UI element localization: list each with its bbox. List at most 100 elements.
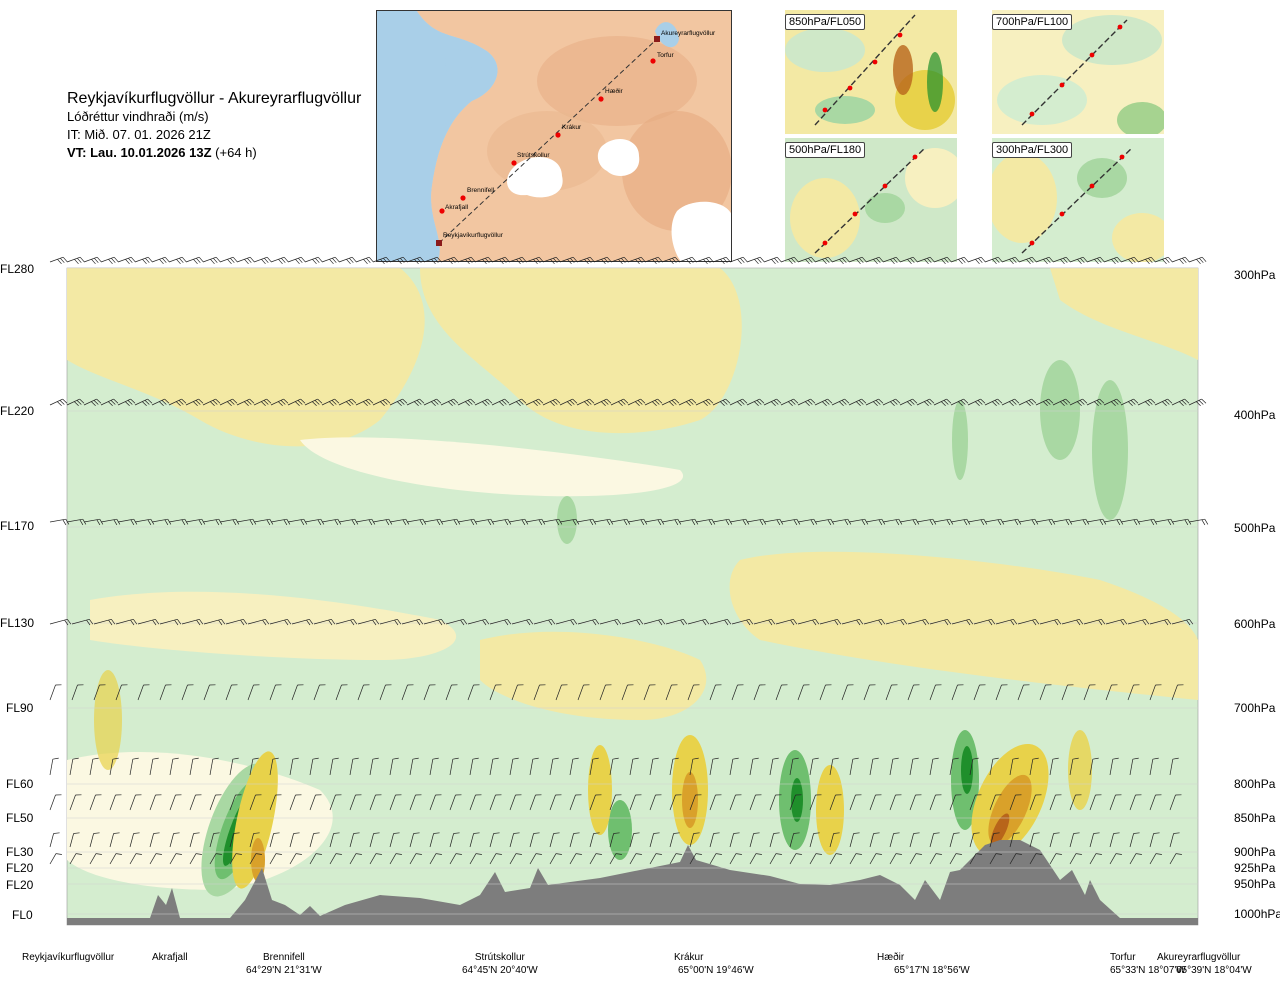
wind-barb xyxy=(491,398,510,407)
wind-barb xyxy=(49,398,68,407)
wind-barb xyxy=(209,853,222,865)
wind-barb xyxy=(746,398,765,407)
thumbnail-500[interactable]: 500hPa/FL180 xyxy=(785,138,957,262)
thumbnail-850[interactable]: 850hPa/FL050 xyxy=(785,10,957,134)
wind-barb xyxy=(559,256,578,265)
wind-barb xyxy=(1089,794,1102,811)
wind-barb xyxy=(916,398,935,407)
fl-label: FL60 xyxy=(6,777,34,791)
wind-barb xyxy=(709,794,722,811)
wind-barb xyxy=(1109,832,1120,848)
wind-barb xyxy=(129,832,140,848)
wind-barb xyxy=(849,757,859,776)
wind-barb xyxy=(1109,757,1119,776)
wind-barb xyxy=(569,853,582,865)
wind-barb xyxy=(229,794,242,811)
wind-barb xyxy=(1069,832,1080,848)
thumbnail-300[interactable]: 300hPa/FL300 xyxy=(992,138,1164,262)
wind-barb xyxy=(1029,832,1040,848)
wind-barb xyxy=(969,853,982,865)
wind-barb xyxy=(797,256,816,265)
wind-barb xyxy=(687,684,700,701)
wind-barb xyxy=(117,256,136,265)
wind-barb xyxy=(907,618,930,626)
wind-barb xyxy=(689,832,700,848)
hpa-label: 500hPa xyxy=(1234,521,1276,535)
wind-barb xyxy=(967,398,986,407)
wind-barb xyxy=(589,832,600,848)
wind-barb xyxy=(508,256,527,265)
wind-barb xyxy=(969,832,980,848)
wind-barb xyxy=(951,618,974,626)
wind-barb xyxy=(649,853,662,865)
wind-barb xyxy=(1169,757,1179,776)
wind-barb xyxy=(117,398,136,407)
wind-barb xyxy=(1069,794,1082,811)
wind-barb xyxy=(1149,684,1162,701)
wind-barb xyxy=(525,256,544,265)
wind-barb xyxy=(49,853,62,865)
map-label-haedir: Hæðir xyxy=(605,87,624,95)
field-upper-mid-down xyxy=(420,268,742,434)
wind-barb xyxy=(109,853,122,865)
wind-barb xyxy=(869,794,882,811)
issue-time: IT: Mið. 07. 01. 2026 21Z xyxy=(67,127,211,142)
wind-barb xyxy=(989,757,999,776)
wind-barb xyxy=(949,757,959,776)
wind-barb xyxy=(549,757,559,776)
wind-barb xyxy=(669,832,680,848)
fl-label: FL0 xyxy=(12,908,33,922)
wind-barb xyxy=(1154,398,1173,407)
wind-barb xyxy=(643,684,656,701)
wind-barb xyxy=(1149,832,1160,848)
wind-barb xyxy=(467,684,480,701)
wind-barb xyxy=(355,398,374,407)
wind-barb xyxy=(185,256,204,265)
station-coord: 64°29'N 21°31'W xyxy=(246,965,322,976)
wind-barb xyxy=(689,757,699,776)
wind-barb xyxy=(819,684,832,701)
wind-barb xyxy=(389,256,408,265)
wind-barb xyxy=(1069,853,1082,865)
wind-barb xyxy=(1129,794,1142,811)
wind-barb xyxy=(949,794,962,811)
wind-barb xyxy=(661,398,680,407)
fl-label: FL50 xyxy=(6,811,34,825)
wind-barb xyxy=(203,684,216,701)
wind-barb xyxy=(309,853,322,865)
wind-barb xyxy=(369,832,380,848)
wind-barb xyxy=(1089,757,1099,776)
wind-barb xyxy=(665,618,688,626)
wind-barb xyxy=(1149,618,1172,626)
wind-barb xyxy=(137,684,150,701)
wind-barb xyxy=(1052,398,1071,407)
updraft-core-right-3 xyxy=(952,400,968,480)
station-name: Torfur xyxy=(1110,952,1136,963)
wind-barb xyxy=(1127,618,1150,626)
wind-barb xyxy=(457,398,476,407)
wind-barb xyxy=(249,794,262,811)
terrain xyxy=(67,840,1198,925)
wind-barb xyxy=(695,398,714,407)
wind-barb xyxy=(829,853,842,865)
wind-barb xyxy=(669,757,679,776)
downdraft-strutskollur xyxy=(588,745,612,835)
wind-barb xyxy=(929,757,939,776)
wind-barb xyxy=(1049,832,1060,848)
wind-barb xyxy=(1120,398,1139,407)
wind-barb xyxy=(247,684,260,701)
wind-barb xyxy=(509,832,520,848)
wind-barb xyxy=(542,256,561,265)
thumbnail-700[interactable]: 700hPa/FL100 xyxy=(992,10,1164,134)
wind-barb xyxy=(1171,256,1190,265)
wind-barb xyxy=(1149,757,1159,776)
station-coord: 65°00'N 19°46'W xyxy=(678,965,754,976)
wind-barb xyxy=(627,256,646,265)
wind-barb xyxy=(610,398,629,407)
station-label: Hæðir 65°17'N 18°56'W xyxy=(877,951,970,977)
wind-barb xyxy=(229,832,240,848)
field-upper-center-neutral xyxy=(300,437,684,497)
wind-barb xyxy=(369,757,379,776)
thumbnail-300-graphic xyxy=(992,138,1164,262)
wind-barb xyxy=(995,618,1018,626)
